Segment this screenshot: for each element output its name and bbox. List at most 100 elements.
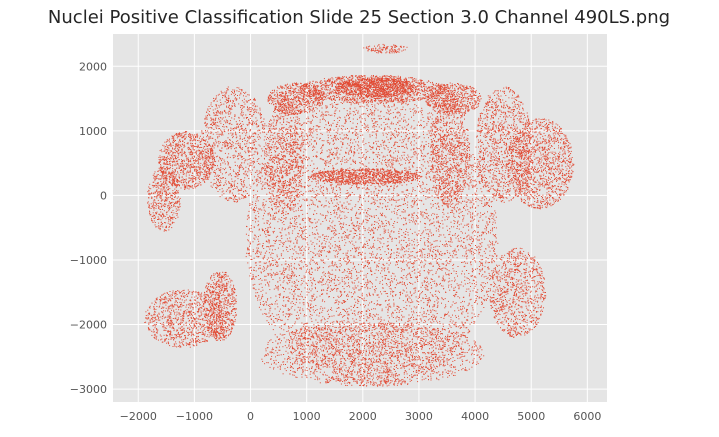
data-point (310, 133, 311, 135)
data-point (264, 232, 266, 234)
data-point (492, 216, 494, 218)
data-point (391, 353, 393, 355)
data-point (325, 235, 327, 237)
data-point (266, 165, 268, 167)
data-point (347, 320, 349, 322)
data-point (347, 192, 349, 194)
data-point (374, 186, 376, 188)
data-point (471, 169, 473, 171)
data-point (293, 298, 295, 300)
data-point (454, 303, 456, 304)
data-point (256, 207, 257, 209)
data-point (268, 239, 270, 241)
data-point (425, 198, 427, 200)
data-point (377, 317, 379, 319)
data-point (424, 277, 426, 279)
data-point (297, 209, 299, 211)
data-point (407, 158, 408, 160)
data-point (425, 344, 426, 346)
data-point (356, 149, 358, 151)
data-point (495, 234, 497, 236)
data-point (438, 236, 440, 237)
data-point (319, 121, 321, 123)
data-point (253, 211, 255, 213)
data-point (475, 238, 477, 240)
data-point (413, 178, 415, 180)
data-point (329, 160, 331, 162)
data-point (345, 208, 347, 210)
data-point (451, 164, 453, 166)
data-point (306, 356, 308, 358)
data-point (404, 114, 406, 115)
data-point (460, 309, 462, 311)
data-point (452, 340, 454, 341)
data-point (311, 274, 313, 275)
data-point (368, 292, 370, 294)
data-point (396, 375, 398, 377)
data-point (355, 326, 357, 327)
data-point (363, 154, 365, 155)
data-point (430, 179, 432, 181)
data-point (364, 357, 366, 359)
data-point (356, 224, 358, 226)
data-point (460, 326, 462, 328)
data-point (401, 184, 403, 186)
data-point (391, 315, 393, 317)
data-point (354, 310, 356, 312)
data-point (484, 199, 485, 201)
data-point (360, 315, 362, 317)
data-point (312, 114, 314, 116)
data-point (316, 128, 318, 130)
data-point (426, 172, 428, 174)
data-point (423, 311, 425, 313)
data-point (349, 234, 351, 235)
data-point (309, 288, 310, 290)
data-point (272, 257, 274, 259)
data-point (462, 308, 463, 310)
data-point (271, 259, 273, 261)
data-point (364, 323, 366, 325)
data-point (311, 121, 312, 123)
data-point (393, 103, 395, 105)
data-point (434, 140, 436, 142)
data-point (422, 298, 424, 300)
data-point (379, 282, 381, 284)
data-point (346, 257, 348, 259)
data-point (305, 133, 307, 135)
data-point (334, 196, 336, 198)
data-point (413, 316, 414, 318)
data-point (285, 143, 287, 145)
data-point (264, 172, 266, 174)
data-point (480, 249, 482, 251)
data-point (394, 221, 396, 223)
data-point (449, 168, 451, 170)
data-point (332, 263, 333, 265)
data-point (390, 255, 392, 257)
data-point (382, 246, 384, 248)
data-point (412, 247, 414, 249)
data-point (492, 258, 493, 260)
data-point (283, 269, 285, 271)
data-point (282, 334, 284, 336)
data-point (344, 207, 346, 209)
data-point (387, 378, 389, 380)
data-point (410, 308, 412, 310)
data-point (343, 324, 345, 325)
data-point (296, 252, 298, 254)
data-point (391, 147, 393, 148)
data-point (324, 114, 326, 116)
data-point (267, 298, 269, 300)
data-point (441, 183, 443, 185)
data-point (435, 361, 437, 363)
data-point (339, 266, 341, 268)
data-point (325, 215, 326, 217)
data-point (451, 286, 453, 288)
data-point (434, 280, 436, 282)
data-point (331, 138, 333, 140)
data-point (395, 339, 397, 341)
data-point (374, 308, 376, 310)
data-point (477, 239, 479, 241)
data-point (388, 334, 389, 336)
data-point (491, 206, 492, 208)
data-point (408, 273, 410, 275)
